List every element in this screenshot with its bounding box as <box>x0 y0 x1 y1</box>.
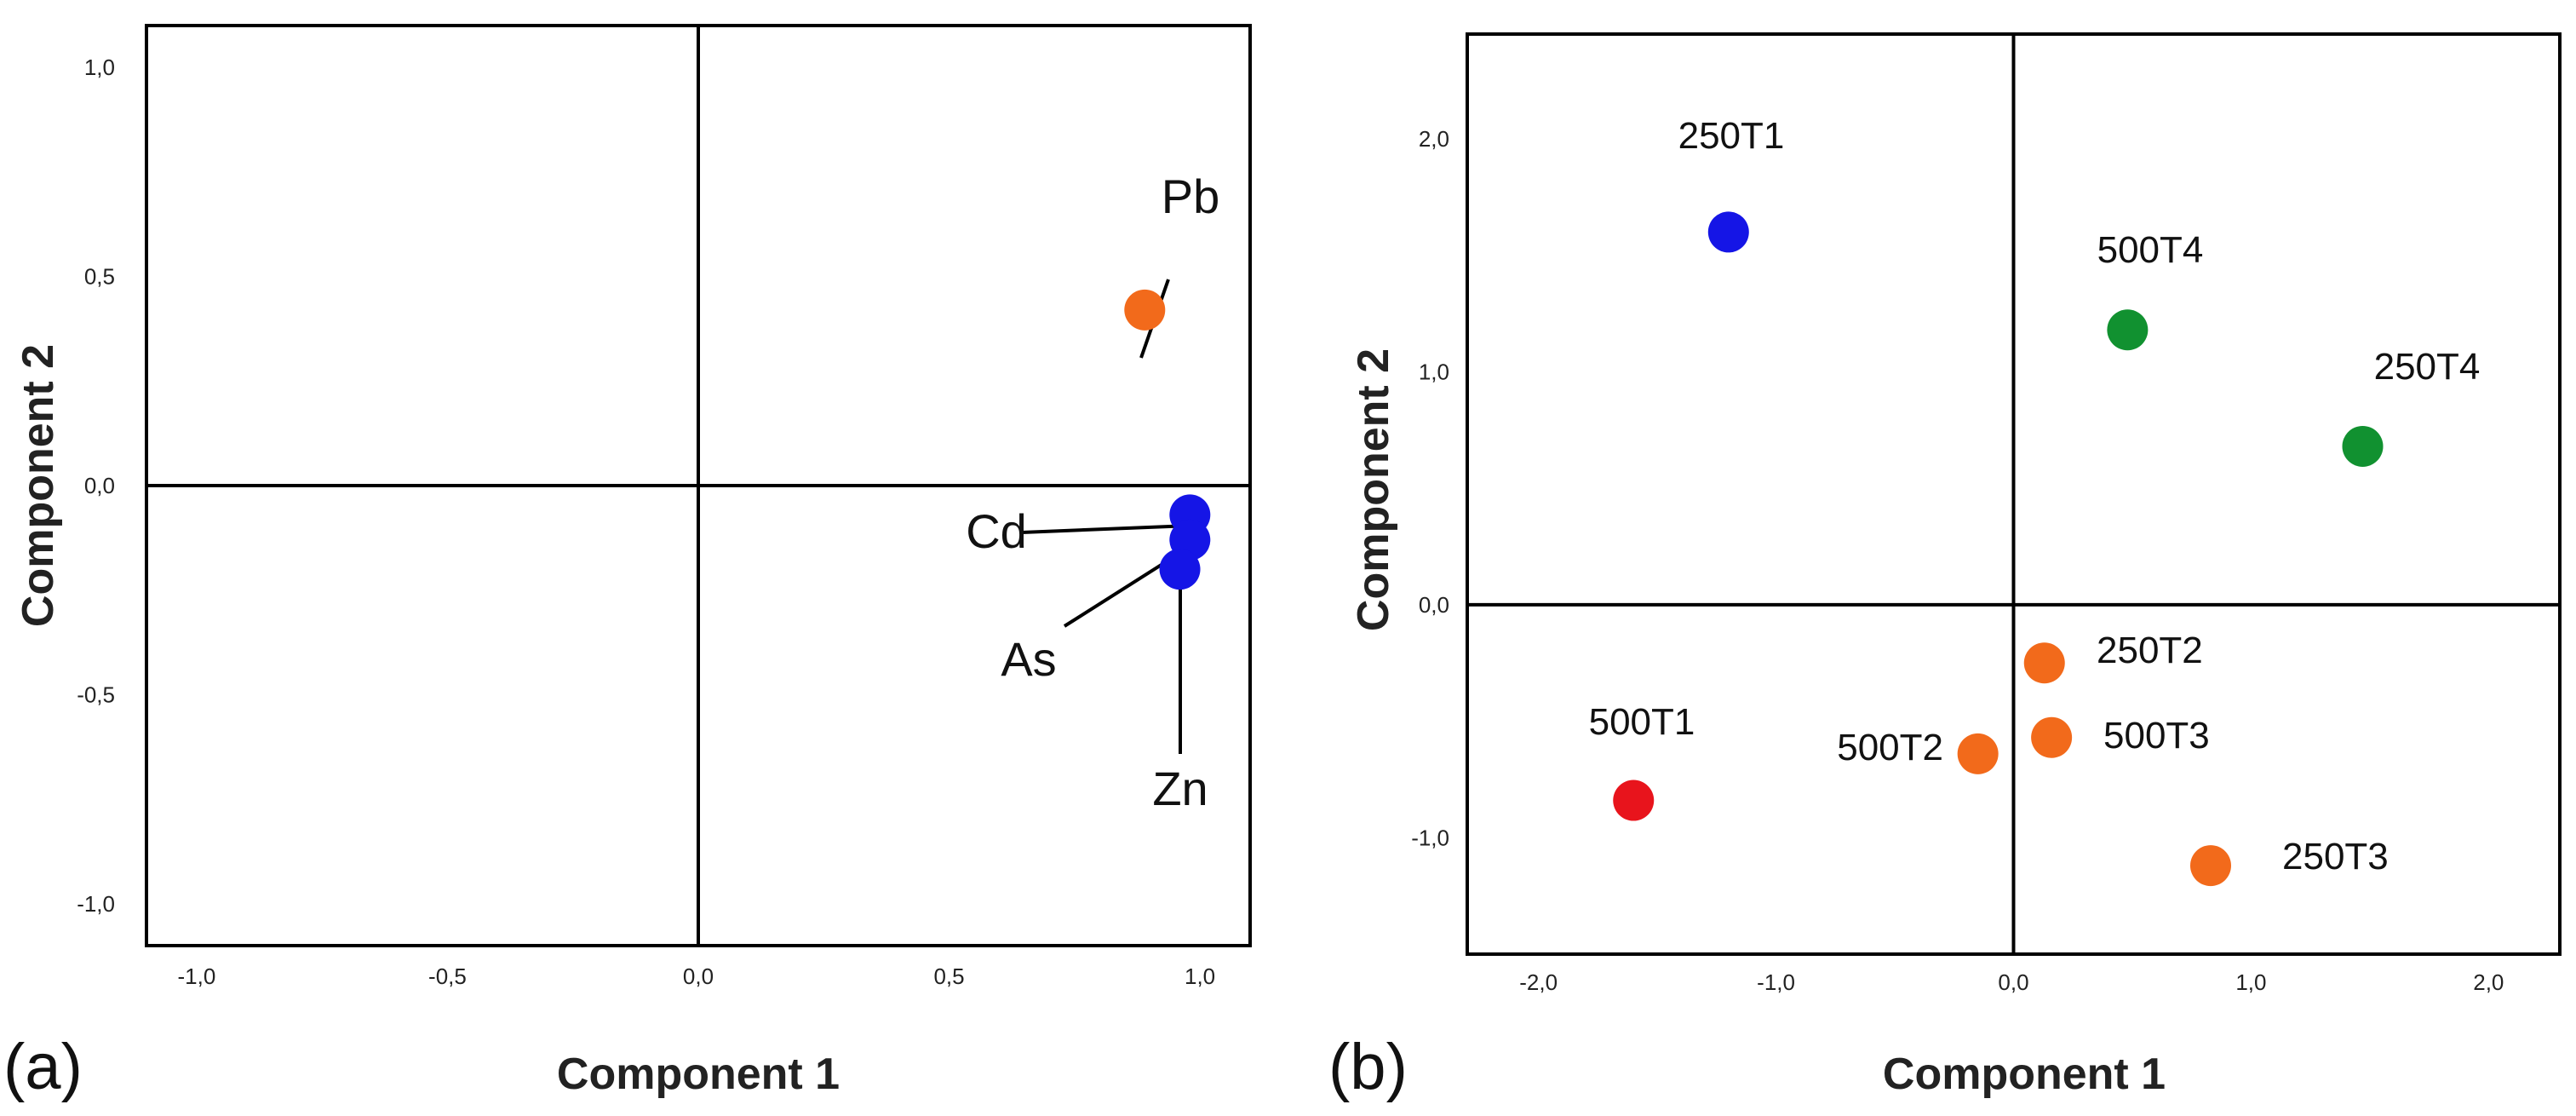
data-point-250t4 <box>2342 425 2384 467</box>
y-tick-label: 1,0 <box>84 55 115 80</box>
point-label-500t1: 500T1 <box>1589 701 1695 743</box>
point-label-as: As <box>1001 632 1056 686</box>
panel-a-y-axis-label: Component 2 <box>14 344 63 627</box>
panel-b-y-ticks: 2,0 1,0 0,0 -1,0 <box>1411 126 1449 850</box>
point-label-250t1: 250T1 <box>1678 115 1785 157</box>
point-label-500t4: 500T4 <box>2097 229 2204 271</box>
x-tick-label: 0,5 <box>933 964 964 989</box>
x-tick-label: 2,0 <box>2473 969 2504 995</box>
point-label-pb: Pb <box>1162 170 1220 223</box>
panel-b-label: (b) <box>1328 1031 1408 1103</box>
panel-b-x-axis-label: Component 1 <box>1883 1050 2166 1099</box>
x-tick-label: -2,0 <box>1519 969 1558 995</box>
panel-b-y-axis-label: Component 2 <box>1349 348 1398 631</box>
panel-a-x-axis-label: Component 1 <box>557 1050 840 1099</box>
point-label-250t2: 250T2 <box>2097 630 2203 671</box>
panel-a: -1,0 -0,5 0,0 0,5 1,0 1,0 0,5 0,0 -0,5 -… <box>3 24 1252 1103</box>
x-tick-label: 0,0 <box>683 964 714 989</box>
panel-a-x-ticks: -1,0 -0,5 0,0 0,5 1,0 <box>178 964 1216 989</box>
data-point-500t4 <box>2107 309 2149 351</box>
y-tick-label: 0,0 <box>84 473 115 498</box>
data-point-500t2 <box>1957 733 1999 774</box>
point-label-500t2: 500T2 <box>1837 727 1943 768</box>
point-label-cd: Cd <box>966 504 1027 558</box>
y-tick-label: -0,5 <box>77 682 115 707</box>
leader-line-cd <box>1021 524 1191 534</box>
panel-b: -2,0 -1,0 0,0 1,0 2,0 2,0 1,0 0,0 -1,0 2… <box>1328 32 2562 1103</box>
panel-a-points <box>1124 289 1211 590</box>
x-tick-label: -1,0 <box>1757 969 1795 995</box>
data-point-250t2 <box>2023 642 2065 684</box>
data-point-zn <box>1159 549 1201 590</box>
panel-a-label: (a) <box>3 1031 83 1103</box>
x-tick-label: -0,5 <box>428 964 467 989</box>
data-point-500t3 <box>2031 716 2073 758</box>
x-tick-label: 1,0 <box>2235 969 2266 995</box>
x-tick-label: -1,0 <box>178 964 216 989</box>
point-label-zn: Zn <box>1152 762 1208 815</box>
y-tick-label: -1,0 <box>77 891 115 917</box>
point-label-250t3: 250T3 <box>2282 836 2389 877</box>
y-tick-label: 0,5 <box>84 264 115 290</box>
data-point-250t1 <box>1707 211 1749 253</box>
panel-a-y-ticks: 1,0 0,5 0,0 -0,5 -1,0 <box>77 55 115 917</box>
data-point-pb <box>1124 289 1166 331</box>
x-tick-label: 1,0 <box>1185 964 1215 989</box>
data-point-500t1 <box>1613 779 1655 821</box>
x-tick-label: 0,0 <box>1998 969 2028 995</box>
panel-b-points <box>1613 211 2384 887</box>
point-label-500t3: 500T3 <box>2103 715 2210 756</box>
y-tick-label: 2,0 <box>1419 126 1449 152</box>
data-point-250t3 <box>2189 845 2231 887</box>
point-label-250t4: 250T4 <box>2374 346 2481 388</box>
y-tick-label: -1,0 <box>1411 825 1449 850</box>
panel-b-x-ticks: -2,0 -1,0 0,0 1,0 2,0 <box>1519 969 2504 995</box>
y-tick-label: 1,0 <box>1419 359 1449 384</box>
y-tick-label: 0,0 <box>1419 592 1449 618</box>
